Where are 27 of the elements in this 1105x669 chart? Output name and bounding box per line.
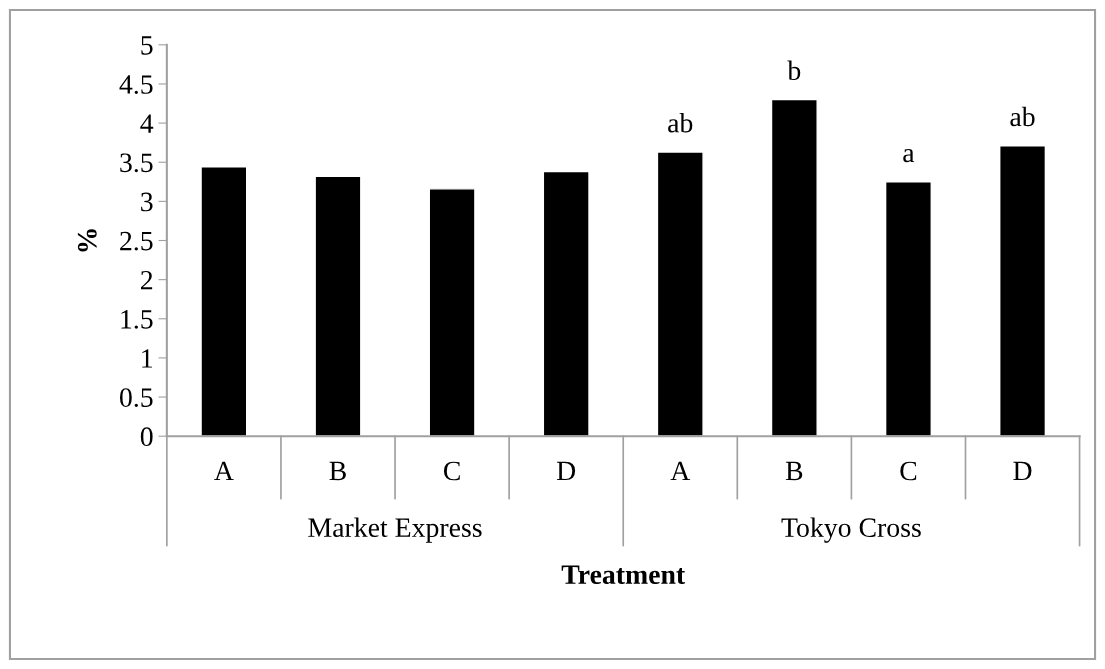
y-tick-label: 2.5	[120, 231, 153, 251]
x-tick-label: D	[1013, 461, 1032, 481]
y-tick-label: 0.5	[120, 388, 153, 408]
data-label: a	[903, 148, 915, 163]
x-tick-label: A	[214, 461, 234, 481]
x-axis-title: Treatment	[561, 565, 686, 585]
text: Market Express	[308, 517, 482, 543]
x-tick-label: C	[900, 461, 917, 481]
x-tick-label: B	[785, 461, 803, 481]
x-tick-label: A	[670, 461, 691, 481]
data-label: ab	[668, 112, 693, 133]
x-tick-label: B	[329, 461, 346, 481]
y-tick-label: 1.5	[121, 310, 153, 329]
y-tick-label: 5	[141, 36, 153, 55]
data-label: b	[787, 60, 801, 81]
x-tick-label: D	[556, 461, 576, 481]
y-tick-label: 3.5	[120, 153, 153, 173]
y-tick-label: 4.5	[119, 75, 153, 94]
y-tick-label: 4	[140, 114, 154, 133]
data-label: ab	[1010, 106, 1035, 127]
text: Tokyo Cross	[781, 517, 921, 543]
x-tick-label: C	[443, 461, 460, 481]
y-tick-label: 2	[140, 270, 153, 290]
y-tick-label: 3	[141, 192, 153, 212]
y-axis-title: %	[77, 229, 97, 252]
y-tick-label: 0	[140, 427, 153, 447]
y-tick-label: 1	[142, 349, 152, 368]
